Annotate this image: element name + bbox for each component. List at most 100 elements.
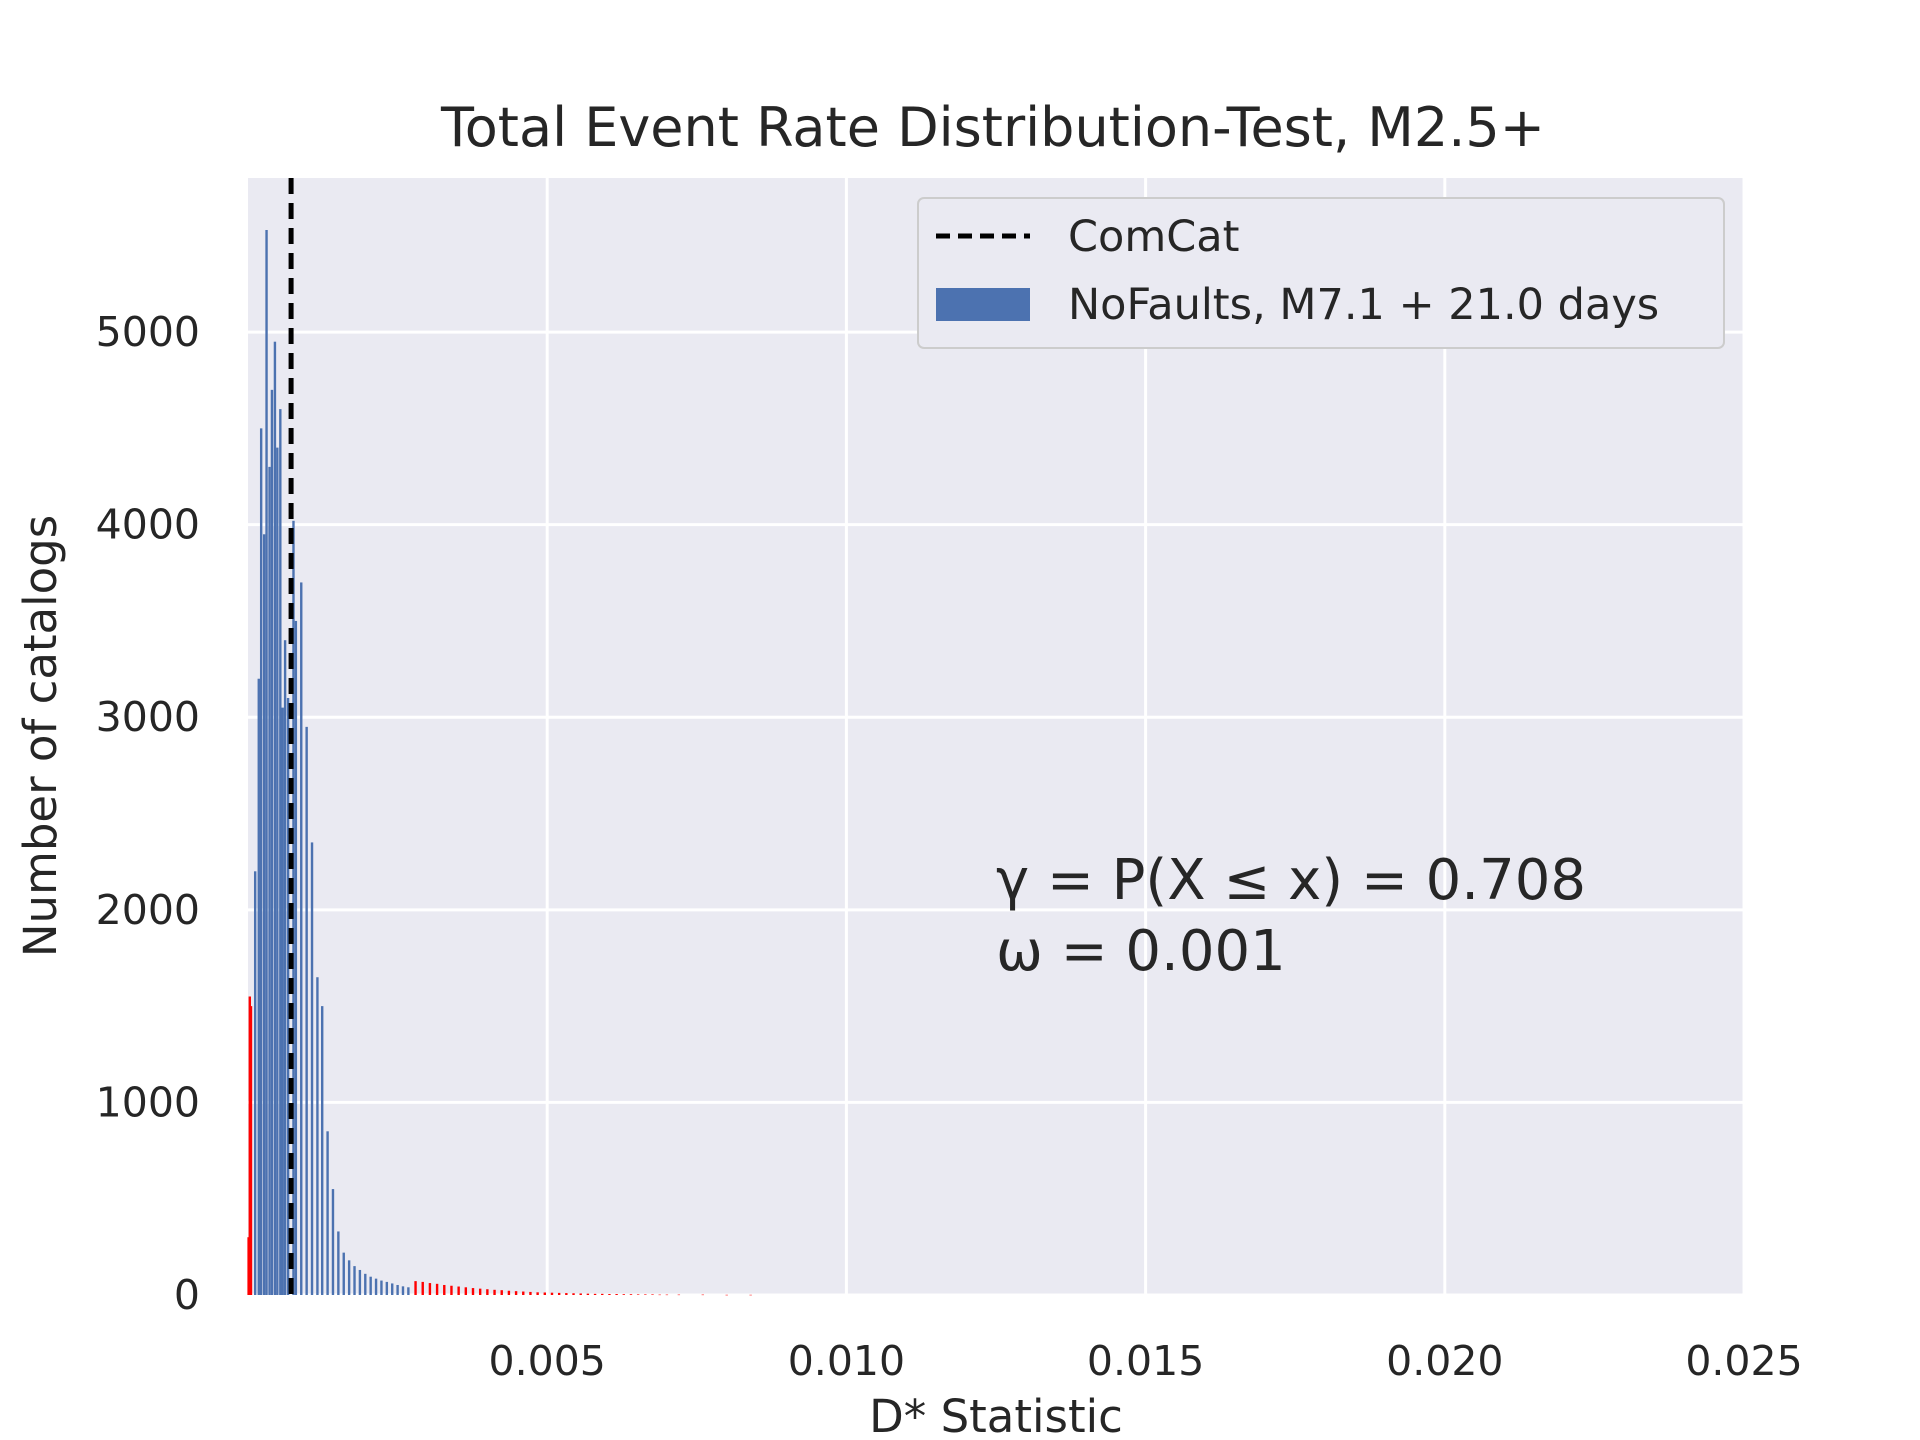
bar-outside-range bbox=[471, 1288, 475, 1295]
chart-title: Total Event Rate Distribution-Test, M2.5… bbox=[440, 96, 1545, 159]
bar-nofaults bbox=[281, 707, 284, 1295]
bar-nofaults bbox=[310, 842, 314, 1295]
bar-nofaults bbox=[385, 1281, 389, 1295]
legend-series-swatch bbox=[936, 288, 1030, 321]
legend: ComCat NoFaults, M7.1 + 21.0 days bbox=[917, 197, 1725, 349]
bar-outside-range bbox=[486, 1289, 489, 1295]
bar-outside-range bbox=[550, 1292, 554, 1295]
x-tick-label: 0.025 bbox=[1685, 1337, 1802, 1385]
bar-outside-range bbox=[636, 1294, 640, 1295]
bar-nofaults bbox=[407, 1287, 410, 1295]
bar-outside-range bbox=[622, 1294, 625, 1295]
bar-nofaults bbox=[364, 1273, 367, 1295]
annotations: γ = P(X ≤ x) = 0.708 ω = 0.001 bbox=[996, 848, 1586, 984]
bar-nofaults bbox=[347, 1260, 351, 1295]
bar-outside-range bbox=[725, 1294, 728, 1296]
bar-nofaults bbox=[391, 1283, 394, 1295]
bar-outside-range bbox=[658, 1294, 661, 1296]
bar-nofaults bbox=[268, 466, 271, 1296]
bar-outside-range bbox=[435, 1283, 439, 1295]
bar-nofaults bbox=[396, 1284, 399, 1295]
bar-outside-range bbox=[677, 1294, 681, 1296]
bar-outside-range bbox=[701, 1294, 704, 1296]
bar-outside-range bbox=[450, 1285, 453, 1295]
bar-nofaults bbox=[358, 1269, 362, 1295]
x-axis-label: D* Statistic bbox=[869, 1390, 1123, 1440]
bar-nofaults bbox=[279, 409, 282, 1295]
bar-nofaults bbox=[270, 389, 274, 1295]
bar-outside-range bbox=[644, 1294, 647, 1295]
bar-outside-range bbox=[572, 1293, 575, 1295]
bar-outside-range bbox=[536, 1292, 539, 1295]
bar-nofaults bbox=[374, 1278, 378, 1295]
bar-nofaults bbox=[353, 1266, 356, 1295]
bar-outside-range bbox=[514, 1291, 518, 1295]
bar-nofaults bbox=[305, 726, 308, 1295]
bar-nofaults bbox=[380, 1280, 383, 1295]
y-tick-label: 5000 bbox=[96, 308, 200, 356]
bar-outside-range bbox=[500, 1290, 503, 1295]
bar-outside-range bbox=[493, 1289, 496, 1295]
bar-nofaults bbox=[337, 1231, 340, 1295]
bar-outside-range bbox=[428, 1283, 432, 1295]
y-tick-label: 1000 bbox=[96, 1078, 200, 1126]
y-tick-label: 0 bbox=[174, 1271, 200, 1319]
y-tick-label: 2000 bbox=[96, 886, 200, 934]
bar-nofaults bbox=[262, 534, 266, 1295]
bar-outside-range bbox=[478, 1288, 482, 1295]
bar-outside-range bbox=[443, 1284, 446, 1295]
y-tick-label: 4000 bbox=[96, 501, 200, 549]
legend-comcat-label: ComCat bbox=[1068, 212, 1239, 262]
bar-outside-range bbox=[651, 1294, 654, 1295]
bar-nofaults bbox=[369, 1276, 372, 1295]
bar-nofaults bbox=[273, 341, 277, 1296]
bar-outside-range bbox=[414, 1281, 417, 1295]
bar-outside-range bbox=[249, 1006, 253, 1295]
bar-nofaults bbox=[331, 1189, 335, 1295]
x-tick-label: 0.020 bbox=[1386, 1337, 1503, 1385]
bar-nofaults bbox=[326, 1131, 329, 1295]
x-tick-label: 0.005 bbox=[489, 1337, 606, 1385]
bar-nofaults bbox=[294, 620, 298, 1295]
y-tick-labels: 0 1000 2000 3000 4000 5000 bbox=[96, 308, 200, 1319]
bar-nofaults bbox=[321, 1006, 324, 1295]
y-tick-label: 3000 bbox=[96, 693, 200, 741]
bar-outside-range bbox=[557, 1292, 561, 1295]
x-tick-label: 0.010 bbox=[788, 1337, 905, 1385]
bar-outside-range bbox=[421, 1281, 424, 1295]
x-tick-label: 0.015 bbox=[1087, 1337, 1204, 1385]
plot-area bbox=[248, 178, 1744, 1295]
legend-series-label: NoFaults, M7.1 + 21.0 days bbox=[1068, 280, 1659, 330]
bar-outside-range bbox=[579, 1293, 582, 1295]
bar-nofaults bbox=[276, 447, 279, 1295]
bar-outside-range bbox=[522, 1291, 525, 1295]
gamma-annotation: γ = P(X ≤ x) = 0.708 bbox=[996, 848, 1586, 913]
bar-outside-range bbox=[565, 1293, 568, 1295]
y-axis-label: Number of catalogs bbox=[14, 515, 67, 957]
bar-nofaults bbox=[300, 582, 303, 1295]
bar-nofaults bbox=[265, 229, 268, 1295]
bar-outside-range bbox=[507, 1290, 511, 1295]
bar-outside-range bbox=[457, 1286, 460, 1295]
bar-outside-range bbox=[601, 1293, 604, 1295]
bar-outside-range bbox=[464, 1287, 468, 1295]
bar-outside-range bbox=[586, 1293, 590, 1295]
bar-nofaults bbox=[401, 1286, 405, 1295]
bar-nofaults bbox=[342, 1252, 345, 1295]
bar-outside-range bbox=[529, 1291, 532, 1295]
bar-outside-range bbox=[665, 1294, 669, 1296]
bar-nofaults bbox=[316, 977, 319, 1295]
bar-outside-range bbox=[608, 1294, 611, 1295]
bar-nofaults bbox=[283, 640, 287, 1295]
legend-box bbox=[917, 197, 1725, 349]
bar-outside-range bbox=[629, 1294, 633, 1295]
bar-nofaults bbox=[286, 697, 290, 1295]
bar-outside-range bbox=[615, 1294, 618, 1295]
bar-outside-range bbox=[749, 1294, 752, 1296]
bar-nofaults bbox=[257, 678, 260, 1295]
omega-annotation: ω = 0.001 bbox=[996, 919, 1286, 984]
bars bbox=[247, 229, 752, 1296]
bar-outside-range bbox=[593, 1293, 597, 1295]
